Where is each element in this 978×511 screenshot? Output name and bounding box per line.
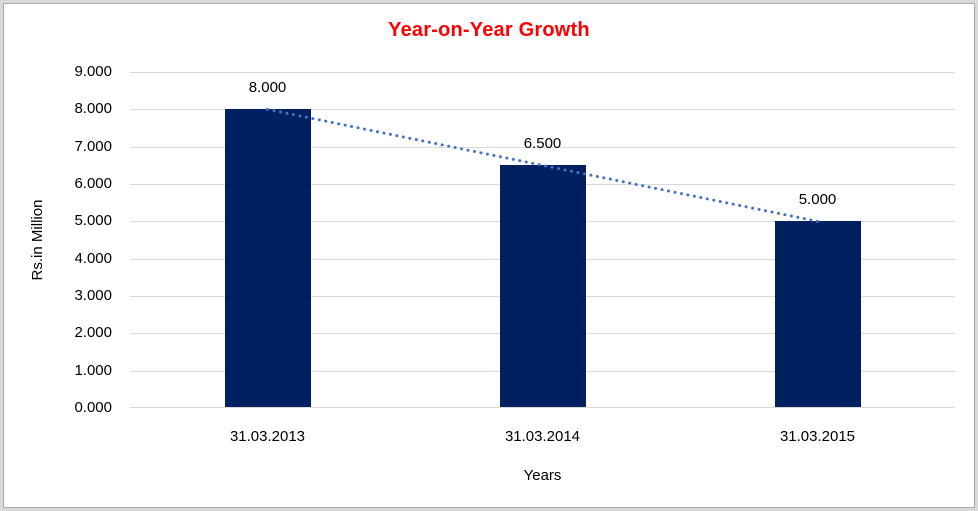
y-tick-label: 8.000 [74,100,112,118]
y-tick-label: 0.000 [74,399,112,416]
plot-area: 8.000 6.500 5.000 31.03.2013 31.03.2014 31.0… [130,72,955,484]
y-tick-label: 7.000 [74,137,112,155]
trendline [266,107,819,223]
y-tick-label: 5.000 [74,212,112,230]
x-tick-label: 31.03.2015 [779,428,856,445]
x-tick-label: 31.03.2014 [504,428,581,445]
x-tick-label: 31.03.2013 [229,428,306,445]
y-tick-label: 1.000 [74,361,112,379]
bar-31.03.2014 [499,165,586,407]
y-axis-title: Rs.in Million [29,199,46,281]
gridline [130,109,955,110]
y-tick-label: 4.000 [74,249,112,267]
y-tick-label: 6.000 [74,175,112,192]
value-label: 5.000 [798,191,837,209]
bar-31.03.2013 [224,109,311,407]
gridline [130,407,955,408]
y-tick-label: 9.000 [74,63,112,80]
gridline [130,72,955,73]
gridline [130,147,955,148]
value-label: 8.000 [248,79,287,97]
value-label: 6.500 [523,135,562,153]
trendline-path [266,107,819,223]
y-tick-label: 3.000 [74,287,112,304]
y-tick-label: 2.000 [74,324,112,342]
x-axis-title: Years [523,467,562,484]
chart-title: Year-on-Year Growth [388,19,590,41]
bar-31.03.2015 [774,221,861,407]
